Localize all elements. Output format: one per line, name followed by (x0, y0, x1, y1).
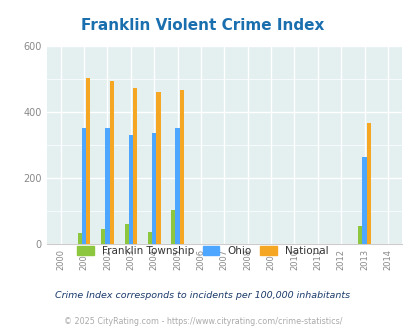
Bar (362, 157, 366, 244)
Bar (105, 128, 109, 244)
Bar (132, 88, 137, 244)
Bar (128, 135, 132, 244)
Bar (86, 78, 90, 244)
Bar (124, 224, 128, 244)
Bar (171, 210, 175, 244)
Legend: Franklin Township, Ohio, National: Franklin Township, Ohio, National (73, 242, 332, 260)
Bar (175, 128, 179, 244)
Bar (366, 123, 370, 244)
Bar (109, 81, 113, 244)
Bar (101, 229, 105, 244)
Text: © 2025 CityRating.com - https://www.cityrating.com/crime-statistics/: © 2025 CityRating.com - https://www.city… (64, 317, 341, 326)
Text: Franklin Violent Crime Index: Franklin Violent Crime Index (81, 18, 324, 33)
Bar (78, 233, 82, 244)
Bar (152, 133, 156, 244)
Bar (179, 90, 183, 244)
Bar (82, 128, 86, 244)
Bar (147, 232, 152, 244)
Bar (357, 226, 362, 244)
Bar (156, 92, 160, 244)
Text: Crime Index corresponds to incidents per 100,000 inhabitants: Crime Index corresponds to incidents per… (55, 291, 350, 300)
